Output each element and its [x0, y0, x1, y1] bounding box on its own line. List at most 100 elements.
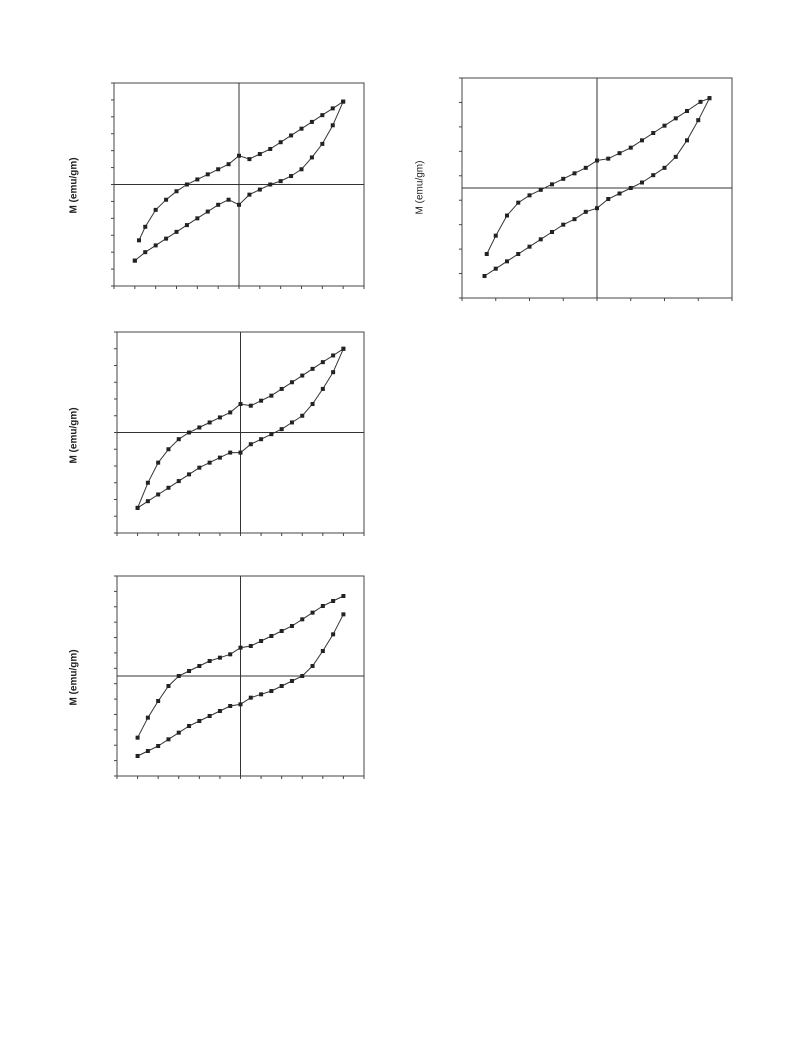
data-point [341, 99, 346, 104]
data-point [205, 172, 210, 177]
data-point [289, 679, 294, 683]
data-point [143, 250, 148, 255]
data-point [259, 398, 264, 403]
data-point [320, 649, 325, 653]
data-point [527, 244, 532, 249]
data-point [617, 191, 622, 196]
data-point [651, 173, 656, 178]
data-point [176, 437, 181, 442]
data-point [696, 118, 701, 123]
data-point [685, 138, 689, 143]
data-point [226, 162, 231, 167]
data-point [341, 594, 346, 598]
data-point [164, 236, 169, 241]
data-point [516, 252, 521, 256]
data-point [278, 179, 283, 184]
data-point [320, 386, 325, 391]
data-point [572, 171, 577, 176]
data-point [289, 174, 294, 179]
data-point [238, 645, 243, 650]
data-point [205, 209, 210, 214]
data-point [628, 145, 633, 150]
data-point [237, 202, 241, 207]
data-point [309, 155, 314, 160]
data-point [527, 193, 532, 198]
data-point [143, 224, 148, 229]
data-point [217, 455, 222, 460]
data-point [309, 119, 314, 124]
data-point [176, 730, 181, 735]
data-point [617, 151, 622, 156]
data-point [538, 187, 543, 192]
data-point [207, 420, 212, 425]
data-point [135, 754, 140, 758]
data-point [269, 634, 274, 638]
data-point [310, 664, 315, 668]
data-point [132, 258, 137, 263]
data-point [561, 176, 566, 181]
data-point [331, 370, 336, 375]
data-point [195, 216, 200, 221]
data-point [197, 425, 202, 430]
data-point [572, 217, 577, 222]
data-point [516, 200, 521, 205]
data-point [550, 182, 554, 187]
data-point [279, 427, 284, 432]
data-point [300, 373, 305, 378]
data-point [673, 154, 678, 159]
data-point [341, 612, 346, 617]
data-point [187, 669, 192, 673]
data-point [330, 123, 335, 128]
data-point [278, 140, 283, 145]
data-point [628, 186, 633, 190]
data-point [228, 450, 233, 455]
data-point [174, 229, 179, 234]
data-point [269, 393, 274, 398]
data-point [237, 153, 241, 158]
data-point [320, 141, 325, 146]
data-point [137, 238, 141, 243]
data-point [310, 366, 315, 371]
data-point [238, 402, 243, 407]
data-point [156, 492, 161, 497]
data-point [238, 702, 243, 707]
data-point [269, 432, 274, 437]
data-point [289, 380, 294, 385]
data-point [207, 659, 212, 663]
data-point [228, 704, 233, 708]
data-point [197, 664, 202, 668]
data-point [484, 252, 489, 256]
data-point [248, 644, 253, 648]
data-point [248, 403, 253, 408]
data-point [662, 123, 667, 128]
data-point [268, 146, 273, 151]
data-point [135, 735, 140, 740]
data-point [187, 472, 192, 477]
data-point [195, 177, 200, 182]
data-point [300, 617, 305, 622]
data-point [197, 465, 202, 470]
data-point [166, 447, 171, 452]
data-point [320, 604, 325, 608]
data-point [164, 197, 169, 202]
data-point [247, 192, 252, 197]
data-point [187, 724, 192, 728]
data-point [331, 353, 336, 358]
data-point [595, 158, 599, 163]
data-point [320, 113, 325, 118]
data-point [226, 197, 231, 202]
data-point [184, 223, 189, 228]
data-point [583, 165, 588, 170]
data-point [166, 737, 171, 742]
data-point [259, 692, 264, 697]
data-point [145, 480, 150, 485]
data-point [238, 450, 243, 455]
data-point [606, 197, 611, 201]
data-point [505, 259, 509, 264]
data-point [257, 152, 262, 157]
data-point [145, 499, 150, 504]
data-point [228, 410, 233, 415]
data-point [217, 655, 222, 660]
data-point [493, 266, 498, 271]
